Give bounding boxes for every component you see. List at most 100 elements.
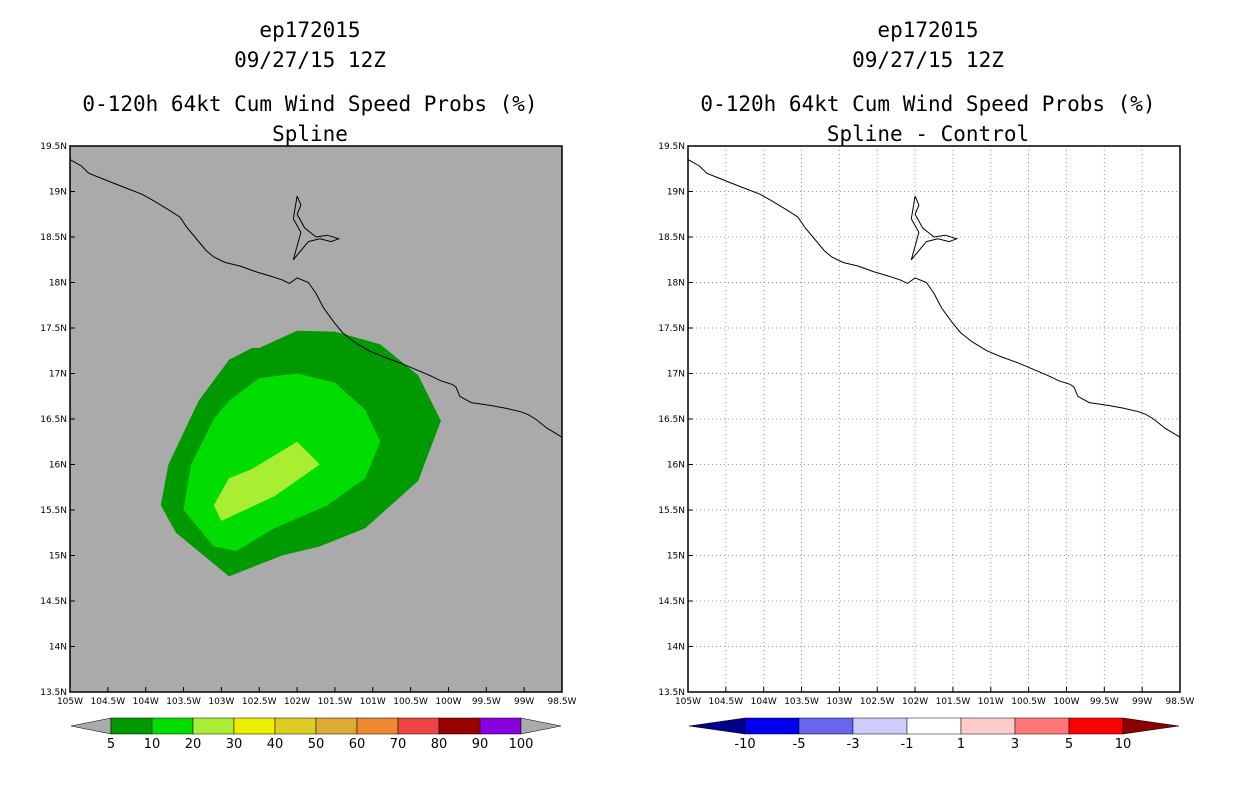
y-tick-label: 13.5N — [40, 688, 67, 698]
x-tick-label: 102W — [902, 697, 928, 707]
colorbar-label: 5 — [1065, 737, 1073, 752]
plot-background — [688, 146, 1180, 692]
spline-panel: 13.5N 14N 14.5N 15N 15.5N 16N 16.5N 17N 17.5N 18N… — [40, 142, 576, 752]
colorbar-low-arrow — [688, 717, 746, 735]
y-tick-label: 15N — [667, 552, 685, 562]
colorbar-swatch — [1014, 717, 1070, 735]
x-tick-label: 103.5W — [784, 697, 819, 707]
right-panel-header: ep172015 09/27/15 12Z 0-120h 64kt Cum Wi… — [678, 15, 1178, 149]
right-chart-title: 0-120h 64kt Cum Wind Speed Probs (%) — [700, 92, 1156, 116]
x-tick-label: 100W — [435, 697, 461, 707]
y-tick-label: 14N — [49, 643, 67, 653]
colorbar-label: 10 — [144, 737, 161, 752]
colorbar-swatch — [192, 717, 235, 735]
x-tick-label: 104.5W — [91, 697, 126, 707]
x-tick-label: 105W — [57, 697, 83, 707]
colorbar-swatch — [315, 717, 358, 735]
colorbar-label: -1 — [901, 737, 914, 752]
colorbar-swatch — [151, 717, 194, 735]
colorbar-high-arrow — [520, 717, 562, 735]
x-tick-label: 101.5W — [318, 697, 353, 707]
colorbar-swatch — [1068, 717, 1124, 735]
coastline — [69, 159, 563, 438]
right-storm-id: ep172015 — [877, 18, 979, 42]
colorbar-low-arrow — [70, 717, 112, 735]
colorbar: -10 -5 -3 -1 1 3 5 10 — [688, 717, 1180, 752]
x-tick-label: 103W — [826, 697, 852, 707]
colorbar-label: 70 — [390, 737, 407, 752]
y-tick-label: 17N — [667, 370, 685, 380]
y-tick-label: 16N — [667, 461, 685, 471]
colorbar-label: -10 — [734, 737, 755, 752]
x-tick-label: 102.5W — [860, 697, 895, 707]
colorbar-label: 50 — [308, 737, 325, 752]
x-tick-label: 104.5W — [709, 697, 744, 707]
colorbar-swatch — [438, 717, 481, 735]
colorbar-label: 40 — [267, 737, 284, 752]
left-panel-header: ep172015 09/27/15 12Z 0-120h 64kt Cum Wi… — [60, 15, 560, 149]
y-tick-label: 16.5N — [40, 415, 67, 425]
x-tick-label: 102.5W — [242, 697, 277, 707]
y-tick-label: 18.5N — [658, 233, 685, 243]
x-tick-label: 100.5W — [1011, 697, 1046, 707]
y-tick-label: 18N — [49, 279, 67, 289]
colorbar-swatch — [798, 717, 854, 735]
y-tick-label: 17N — [49, 370, 67, 380]
x-tick-label: 103.5W — [166, 697, 201, 707]
x-tick-label: 105W — [675, 697, 701, 707]
x-tick-label: 101W — [978, 697, 1004, 707]
y-tick-label: 19N — [667, 188, 685, 198]
x-tick-label: 99.5W — [1090, 697, 1119, 707]
left-chart-subtitle: Spline — [272, 122, 348, 146]
x-tick-label: 101W — [360, 697, 386, 707]
y-tick-label: 17.5N — [40, 324, 67, 334]
x-tick-label: 102W — [284, 697, 310, 707]
left-storm-id: ep172015 — [259, 18, 361, 42]
inland-lake — [910, 195, 959, 261]
colorbar-label: -5 — [793, 737, 806, 752]
left-date: 09/27/15 12Z — [234, 48, 386, 72]
colorbar-swatch — [479, 717, 522, 735]
left-chart-title: 0-120h 64kt Cum Wind Speed Probs (%) — [82, 92, 538, 116]
x-tick-label: 104W — [133, 697, 159, 707]
y-tick-label: 16N — [49, 461, 67, 471]
right-date: 09/27/15 12Z — [852, 48, 1004, 72]
colorbar-label: -3 — [847, 737, 860, 752]
colorbar-label: 3 — [1011, 737, 1019, 752]
colorbar-label: 90 — [472, 737, 489, 752]
colorbar-swatch — [233, 717, 276, 735]
y-tick-label: 15.5N — [40, 506, 67, 516]
spline-minus-control-panel: 13.5N 14N 14.5N 15N 15.5N 16N 16.5N 17N 17.5N 18N… — [658, 142, 1194, 752]
y-tick-label: 18.5N — [40, 233, 67, 243]
y-tick-label: 17.5N — [658, 324, 685, 334]
right-chart-subtitle: Spline - Control — [826, 122, 1030, 146]
x-tick-label: 99W — [1132, 697, 1152, 707]
x-tick-label: 104W — [751, 697, 777, 707]
y-tick-label: 19.5N — [40, 142, 67, 152]
coastline — [687, 159, 1181, 438]
y-tick-label: 18N — [667, 279, 685, 289]
x-tick-label: 101.5W — [936, 697, 971, 707]
colorbar-label: 10 — [1115, 737, 1132, 752]
colorbar-label: 1 — [957, 737, 965, 752]
y-tick-label: 13.5N — [658, 688, 685, 698]
inland-lake — [292, 195, 341, 261]
x-tick-label: 99W — [514, 697, 534, 707]
y-tick-label: 14.5N — [40, 597, 67, 607]
x-tick-label: 98.5W — [548, 697, 577, 707]
colorbar-label: 20 — [185, 737, 202, 752]
x-tick-label: 103W — [208, 697, 234, 707]
colorbar-swatch — [906, 717, 962, 735]
y-tick-label: 14.5N — [658, 597, 685, 607]
colorbar-label: 30 — [226, 737, 243, 752]
contour-20-30 — [213, 441, 320, 521]
y-tick-label: 19N — [49, 188, 67, 198]
colorbar-label: 60 — [349, 737, 366, 752]
x-tick-label: 100W — [1053, 697, 1079, 707]
y-tick-label: 15.5N — [658, 506, 685, 516]
colorbar-swatch — [356, 717, 399, 735]
colorbar-swatch — [274, 717, 317, 735]
colorbar-swatch — [110, 717, 153, 735]
colorbar: 5 10 20 30 40 50 60 70 80 90 100 — [70, 717, 562, 752]
